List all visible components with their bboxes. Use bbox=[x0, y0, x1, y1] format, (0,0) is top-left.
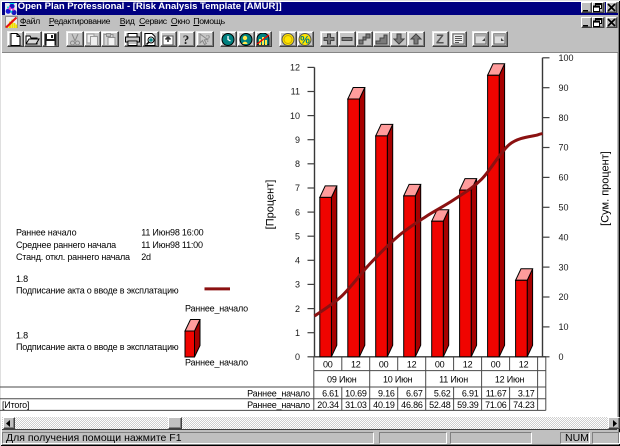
svg-text:1.8: 1.8 bbox=[16, 274, 28, 284]
svg-text:[Итого]: [Итого] bbox=[2, 400, 29, 410]
svg-text:[Процент]: [Процент] bbox=[265, 180, 277, 230]
svg-text:11 Июн: 11 Июн bbox=[439, 375, 468, 385]
svg-text:1: 1 bbox=[295, 328, 300, 338]
svg-text:71.06: 71.06 bbox=[485, 400, 507, 410]
svg-text:74.23: 74.23 bbox=[513, 400, 535, 410]
svg-text:80: 80 bbox=[559, 113, 569, 123]
svg-text:00: 00 bbox=[491, 360, 501, 370]
svg-text:12: 12 bbox=[351, 360, 361, 370]
svg-text:5: 5 bbox=[295, 231, 300, 241]
svg-text:50: 50 bbox=[559, 203, 569, 213]
svg-text:12: 12 bbox=[407, 360, 417, 370]
svg-text:10: 10 bbox=[559, 322, 569, 332]
svg-text:1.8: 1.8 bbox=[16, 330, 28, 340]
svg-text:Подписание акта о вводе в эксп: Подписание акта о вводе в эксплатацию bbox=[16, 342, 179, 352]
svg-text:0: 0 bbox=[295, 352, 300, 362]
svg-text:?: ? bbox=[205, 34, 210, 45]
svg-text:10.69: 10.69 bbox=[345, 389, 367, 399]
svg-text:09 Июн: 09 Июн bbox=[327, 375, 357, 385]
svg-text:10: 10 bbox=[290, 111, 300, 121]
svg-text:11 Июн98 11:00: 11 Июн98 11:00 bbox=[141, 240, 203, 250]
svg-text:?: ? bbox=[183, 33, 190, 46]
svg-text:40.19: 40.19 bbox=[373, 400, 395, 410]
svg-text:12: 12 bbox=[290, 63, 300, 73]
svg-text:Раннее_начало: Раннее_начало bbox=[185, 357, 248, 367]
svg-text:%: % bbox=[300, 34, 310, 46]
svg-text:20.34: 20.34 bbox=[317, 400, 339, 410]
svg-text:12: 12 bbox=[519, 360, 529, 370]
svg-text:52.48: 52.48 bbox=[429, 400, 451, 410]
svg-text:12 Июн: 12 Июн bbox=[495, 375, 525, 385]
svg-text:Раннее_начало: Раннее_начало bbox=[185, 304, 248, 314]
svg-text:Раннее_начало: Раннее_начало bbox=[247, 389, 310, 399]
svg-text:Раннее_начало: Раннее_начало bbox=[247, 400, 310, 410]
svg-text:3: 3 bbox=[295, 280, 300, 290]
svg-text:70: 70 bbox=[559, 143, 569, 153]
svg-text:7: 7 bbox=[295, 183, 300, 193]
svg-text:8: 8 bbox=[295, 159, 300, 169]
svg-text:Z: Z bbox=[436, 33, 444, 45]
svg-text:2: 2 bbox=[295, 304, 300, 314]
svg-text:60: 60 bbox=[559, 173, 569, 183]
svg-text:00: 00 bbox=[323, 360, 333, 370]
svg-text:Среднее раннего начала: Среднее раннего начала bbox=[16, 240, 116, 250]
svg-text:90: 90 bbox=[559, 83, 569, 93]
svg-text:0: 0 bbox=[559, 352, 564, 362]
svg-text:6.61: 6.61 bbox=[322, 389, 339, 399]
svg-text:6: 6 bbox=[295, 207, 300, 217]
svg-text:Раннее начало: Раннее начало bbox=[16, 228, 77, 238]
svg-text:6.67: 6.67 bbox=[406, 389, 423, 399]
svg-text:30: 30 bbox=[559, 262, 569, 272]
svg-text:40: 40 bbox=[559, 232, 569, 242]
svg-text:[Сум. процент]: [Сум. процент] bbox=[600, 151, 612, 226]
svg-text:46.86: 46.86 bbox=[401, 400, 423, 410]
svg-text:11 Июн98 16:00: 11 Июн98 16:00 bbox=[141, 228, 203, 238]
svg-text:20: 20 bbox=[559, 292, 569, 302]
svg-text:3.17: 3.17 bbox=[518, 389, 535, 399]
svg-text:5.62: 5.62 bbox=[434, 389, 451, 399]
svg-text:4: 4 bbox=[295, 256, 300, 266]
svg-text:Подписание акта о вводе в эксп: Подписание акта о вводе в эксплатацию bbox=[16, 286, 179, 296]
svg-text:9: 9 bbox=[295, 135, 300, 145]
svg-text:31.03: 31.03 bbox=[345, 400, 367, 410]
svg-text:100: 100 bbox=[559, 53, 574, 63]
svg-text:12: 12 bbox=[463, 360, 473, 370]
svg-text:11.67: 11.67 bbox=[486, 389, 507, 399]
svg-text:2d: 2d bbox=[141, 252, 151, 262]
svg-text:10 Июн: 10 Июн bbox=[383, 375, 413, 385]
svg-text:11: 11 bbox=[291, 87, 300, 97]
svg-text:6.91: 6.91 bbox=[462, 389, 479, 399]
svg-text:9.16: 9.16 bbox=[378, 389, 395, 399]
svg-text:00: 00 bbox=[435, 360, 445, 370]
svg-text:59.39: 59.39 bbox=[457, 400, 479, 410]
svg-text:Станд. откл. раннего начала: Станд. откл. раннего начала bbox=[16, 252, 130, 262]
svg-text:00: 00 bbox=[379, 360, 389, 370]
